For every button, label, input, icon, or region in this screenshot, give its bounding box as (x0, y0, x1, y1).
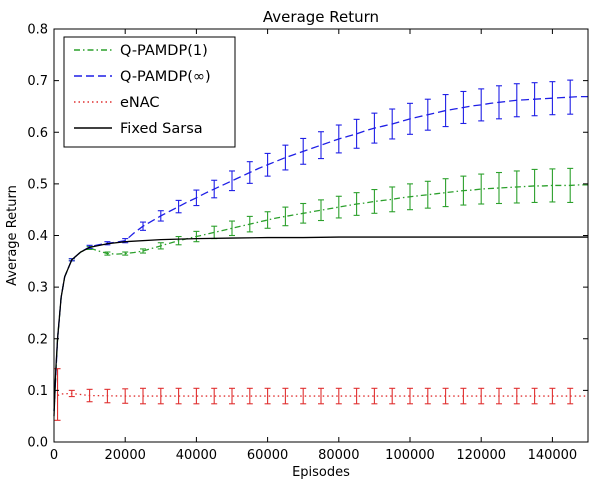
y-tick-label: 0.5 (27, 177, 48, 192)
y-tick-label: 0.3 (27, 281, 48, 296)
x-axis-label: Episodes (292, 465, 350, 480)
series-line (53, 95, 588, 412)
chart-title: Average Return (263, 8, 379, 26)
x-tick-label: 100000 (385, 448, 435, 463)
series-line (53, 392, 588, 399)
y-tick-label: 0.8 (27, 23, 48, 38)
x-tick-label: 60000 (247, 448, 288, 463)
y-tick-label: 0.4 (27, 229, 48, 244)
series-0 (53, 167, 588, 412)
y-tick-label: 0.2 (27, 332, 48, 347)
plot-area (53, 79, 588, 421)
series-line (53, 236, 588, 417)
series-2 (53, 368, 588, 421)
axis-ticks: 0 20000 40000 60000 80000 100000 120000 140000 0… (27, 23, 588, 463)
legend-label: Q-PAMDP(1) (120, 43, 208, 59)
x-tick-label: 20000 (105, 448, 146, 463)
legend-label: Fixed Sarsa (120, 121, 203, 137)
y-axis-label: Average Return (5, 185, 20, 286)
x-tick-label: 40000 (176, 448, 217, 463)
series-1 (53, 79, 588, 412)
x-tick-label: 80000 (318, 448, 359, 463)
x-tick-label: 140000 (528, 448, 578, 463)
y-tick-label: 0.1 (27, 384, 48, 399)
y-tick-label: 0.7 (27, 74, 48, 89)
x-tick-label: 0 (50, 448, 58, 463)
series-3 (53, 236, 588, 417)
legend-label: eNAC (120, 95, 160, 111)
x-tick-label: 120000 (456, 448, 506, 463)
legend-label: Q-PAMDP(∞) (120, 69, 211, 85)
y-tick-label: 0.0 (27, 436, 48, 451)
legend: Q-PAMDP(1) Q-PAMDP(∞) eNAC Fixed Sarsa (63, 36, 236, 148)
y-tick-label: 0.6 (27, 126, 48, 141)
